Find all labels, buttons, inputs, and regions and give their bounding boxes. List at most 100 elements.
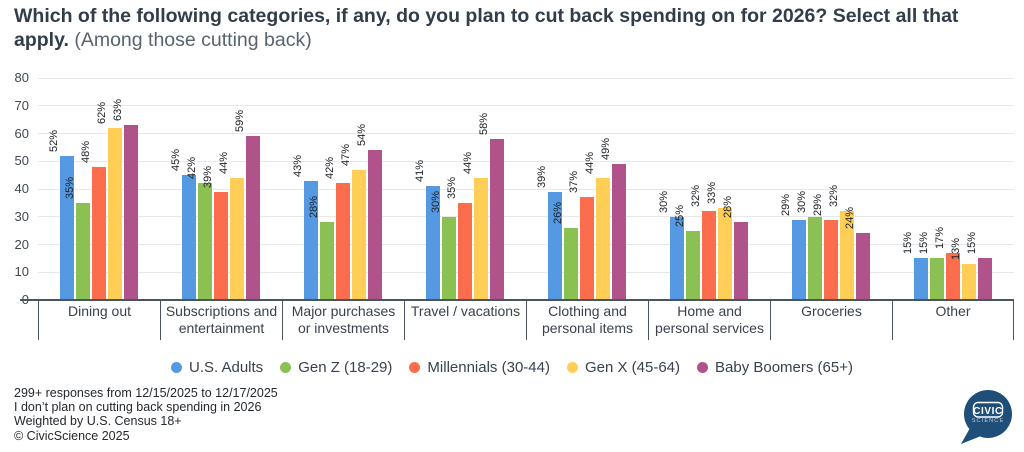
- bar-value-label: 44%: [583, 151, 596, 174]
- bar: [198, 183, 212, 300]
- bar-value-label: 13%: [949, 237, 962, 260]
- bar: [792, 219, 806, 300]
- bar-value-label: 30%: [429, 190, 442, 213]
- bar: [840, 211, 854, 300]
- bar-value-label: 28%: [721, 196, 734, 219]
- bar-value-label: 35%: [63, 176, 76, 199]
- bar: [490, 139, 504, 300]
- bar: [352, 169, 366, 300]
- y-axis: 01020304050607080: [0, 71, 31, 307]
- bar: [702, 211, 716, 300]
- bar-value-label: 37%: [567, 171, 580, 194]
- gridline: [38, 105, 1014, 107]
- bar-value-label: 43%: [291, 154, 304, 177]
- bar: [182, 175, 196, 300]
- bar: [458, 202, 472, 300]
- bar: [564, 227, 578, 300]
- legend-dot-icon: [280, 361, 292, 373]
- bar: [686, 230, 700, 300]
- civicscience-logo: CIVIC SCIENCE: [956, 387, 1016, 447]
- footer-notes: 299+ responses from 12/15/2025 to 12/17/…: [14, 386, 278, 443]
- legend: U.S. Adults Gen Z (18-29) Millennials (30-…: [0, 356, 1024, 378]
- bar-value-label: 44%: [461, 151, 474, 174]
- bar-value-label: 44%: [217, 151, 230, 174]
- gridline: [38, 188, 1014, 190]
- bar: [808, 216, 822, 300]
- footer-responses: 299+ responses from 12/15/2025 to 12/17/…: [14, 386, 278, 400]
- bar-value-label: 42%: [323, 157, 336, 180]
- bar: [76, 202, 90, 300]
- gridline: [38, 216, 1014, 218]
- svg-text:CIVIC: CIVIC: [973, 406, 1003, 417]
- category-label: Major purchases or investments: [282, 301, 404, 340]
- bar: [304, 180, 318, 300]
- bar-value-label: 17%: [933, 226, 946, 249]
- bar: [946, 252, 960, 300]
- bar-value-label: 59%: [233, 110, 246, 133]
- legend-item: Baby Boomers (65+): [697, 359, 853, 376]
- bar-value-label: 52%: [47, 129, 60, 152]
- category-label: Groceries: [770, 301, 892, 340]
- bar-value-label: 45%: [169, 149, 182, 172]
- bar-value-label: 35%: [445, 176, 458, 199]
- bar-value-label: 15%: [901, 232, 914, 255]
- y-tick-label: 40: [14, 181, 29, 196]
- y-tick-label: 80: [14, 70, 29, 85]
- bar: [734, 222, 748, 300]
- bar-value-label: 54%: [355, 124, 368, 147]
- y-tick-label: 10: [14, 264, 29, 280]
- category-label: Travel / vacations: [404, 301, 526, 340]
- bar: [824, 219, 838, 300]
- bar: [718, 208, 732, 300]
- legend-label: Gen Z (18-29): [298, 358, 393, 376]
- bar-value-label: 32%: [689, 185, 702, 208]
- bar-value-label: 26%: [551, 201, 564, 224]
- bar-value-label: 24%: [843, 207, 856, 230]
- bar: [60, 155, 74, 300]
- bar: [108, 127, 122, 300]
- bar: [442, 216, 456, 300]
- footer-copyright: © CivicScience 2025: [14, 428, 130, 443]
- plot-area: 52% 35% 48% 62% 63% 45% 42% 39% 44% 59% 43% 28% 42% 4…: [38, 77, 1014, 300]
- bar: [978, 258, 992, 300]
- bar-value-label: 48%: [79, 140, 92, 163]
- bar-value-label: 39%: [201, 165, 214, 188]
- bar-value-label: 28%: [307, 196, 320, 219]
- bar-value-label: 29%: [779, 193, 792, 216]
- legend-dot-icon: [697, 361, 709, 373]
- chart-title-subtitle: (Among those cutting back): [74, 28, 312, 51]
- bar: [548, 191, 562, 300]
- legend-item: Gen Z (18-29): [280, 359, 392, 376]
- x-axis-line: [20, 299, 1014, 301]
- bar: [612, 164, 626, 300]
- bar-value-label: 15%: [917, 232, 930, 255]
- bar: [580, 197, 594, 300]
- gridline: [38, 244, 1014, 245]
- legend-item: Gen X (45-64): [566, 358, 681, 376]
- bar: [214, 191, 228, 300]
- category-label: Home and personal services: [648, 301, 770, 340]
- bar: [930, 258, 944, 300]
- bar: [246, 136, 260, 300]
- y-tick-label: 70: [14, 97, 29, 113]
- category-label: Dining out: [38, 301, 160, 340]
- bar: [856, 233, 870, 300]
- bar-value-label: 32%: [827, 185, 840, 208]
- bar-value-label: 49%: [599, 138, 612, 161]
- bar-value-label: 30%: [795, 190, 808, 213]
- y-tick-label: 30: [14, 208, 29, 224]
- bar: [474, 177, 488, 300]
- bar-value-label: 58%: [477, 113, 490, 136]
- bar-value-label: 42%: [185, 157, 198, 180]
- bar-value-label: 15%: [965, 232, 978, 255]
- chart-title: Which of the following categories, if an…: [14, 5, 1016, 53]
- bar-value-label: 47%: [339, 143, 352, 166]
- legend-label: Baby Boomers (65+): [715, 358, 853, 376]
- legend-label: Gen X (45-64): [584, 358, 681, 376]
- bar: [336, 183, 350, 300]
- bar: [124, 125, 138, 300]
- bar: [914, 258, 928, 300]
- gridline: [38, 133, 1014, 134]
- y-tick-label: 20: [14, 236, 29, 252]
